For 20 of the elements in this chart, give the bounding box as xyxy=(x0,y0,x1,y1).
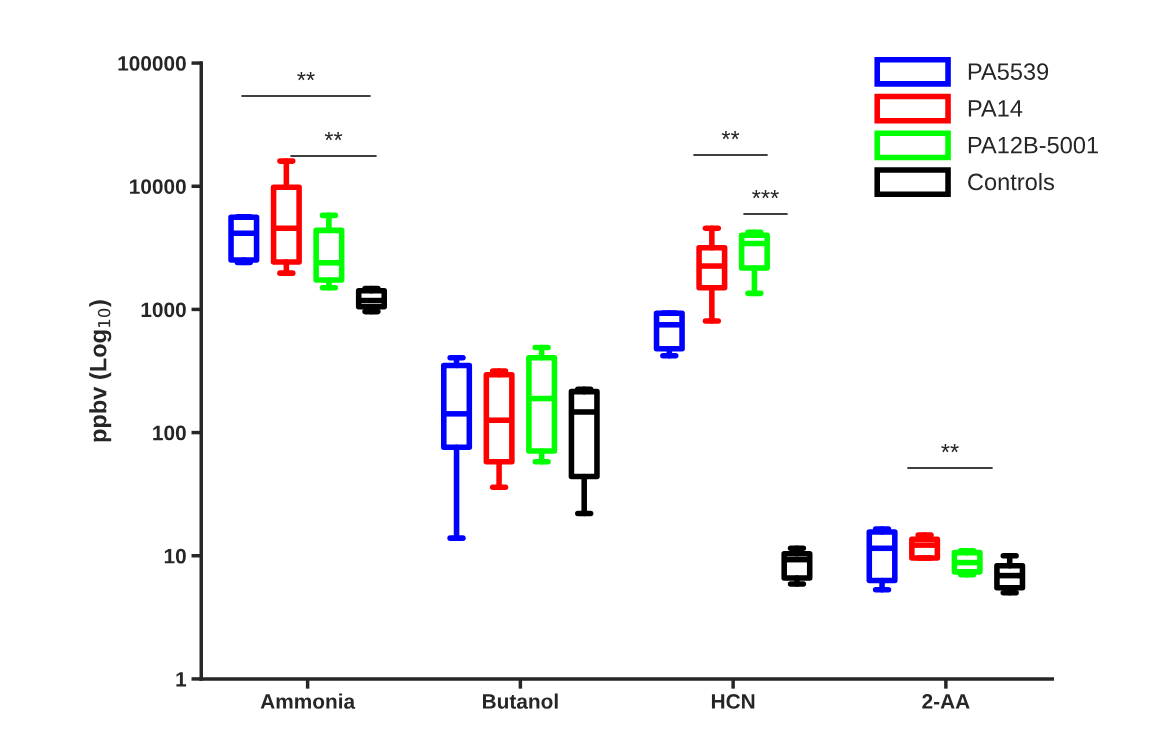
y-tick-label: 1000 xyxy=(141,302,186,318)
x-tick-label: Butanol xyxy=(483,693,558,709)
annotation: ** xyxy=(721,130,740,140)
annotation: ** xyxy=(941,443,959,453)
y-tick-label: 1 xyxy=(176,672,187,687)
legend-label: PA14 xyxy=(968,100,1023,117)
y-tick-label: 10 xyxy=(164,548,186,564)
y-tick-label: 100000 xyxy=(118,56,186,71)
x-tick-label: Ammonia xyxy=(260,693,356,709)
annotation: ** xyxy=(297,71,315,81)
annotation: *** xyxy=(752,189,779,199)
legend-label: PA5539 xyxy=(968,63,1049,80)
x-tick-label: HCN xyxy=(711,694,755,709)
y-tick-label: 100 xyxy=(153,425,186,441)
y-tick-label: 10000 xyxy=(130,179,186,194)
legend-label: PA12B-5001 xyxy=(968,136,1098,154)
legend-label: Controls xyxy=(968,172,1054,191)
x-tick-label: 2-AA xyxy=(922,694,970,709)
annotation: ** xyxy=(324,131,343,141)
y-axis-title: ppbv (Log$_{10}$) xyxy=(89,300,112,442)
